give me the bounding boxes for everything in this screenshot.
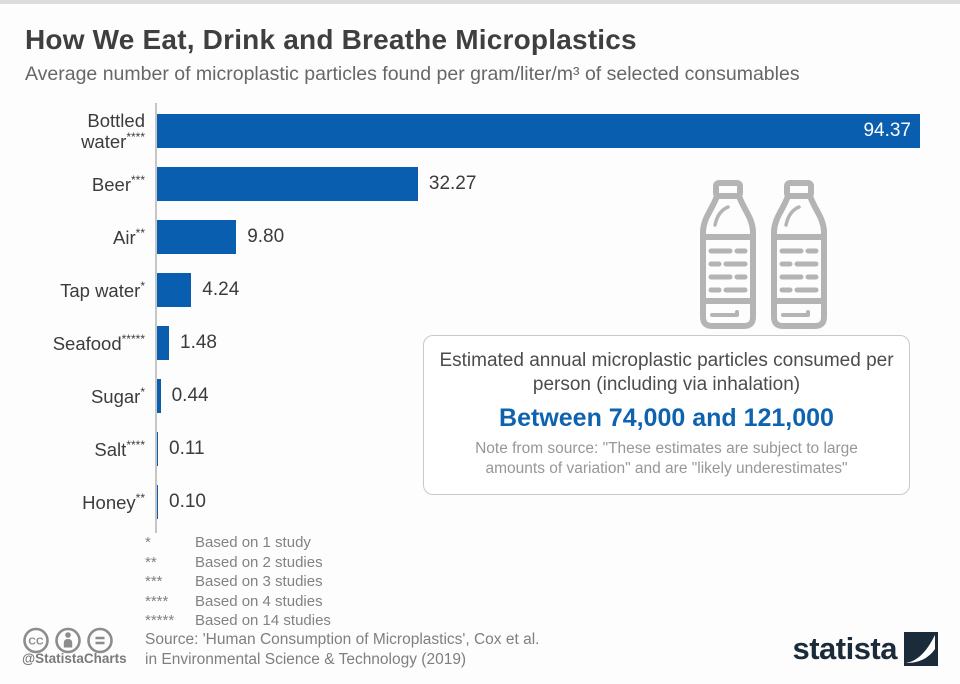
top-border: [0, 0, 960, 4]
category-label: Honey**: [82, 490, 145, 513]
bar[interactable]: [157, 379, 161, 413]
statista-wordmark: statista: [792, 631, 897, 666]
bar[interactable]: [157, 273, 192, 307]
bar-track: 1.48: [157, 326, 960, 360]
bar-value-label: 32.27: [428, 173, 477, 194]
footnote-row: *** Based on 3 studies: [145, 572, 331, 592]
attribution-icon: [55, 627, 81, 654]
footnote-text: Based on 2 studies: [195, 553, 323, 571]
svg-text:CC: CC: [28, 636, 44, 648]
estimate-callout-box: Estimated annual microplastic particles …: [423, 335, 910, 495]
footnote-text: Based on 14 studies: [195, 612, 331, 629]
bar-row: Seafood***** 1.48: [0, 326, 960, 360]
bar[interactable]: [157, 432, 158, 466]
footnote-stars: ***: [145, 573, 163, 590]
study-count-stars: *: [140, 384, 145, 399]
bar[interactable]: [157, 220, 237, 254]
study-count-stars: **: [135, 225, 145, 240]
bar-track: 94.37: [157, 114, 960, 148]
bar-track: 4.24: [157, 273, 960, 307]
study-count-stars: ***: [130, 172, 145, 187]
footnote-row: ***** Based on 14 studies: [145, 611, 331, 631]
bar-value-label: 0.10: [169, 491, 206, 512]
statista-logo-mark: [904, 632, 938, 666]
page-subtitle: Average number of microplastic particles…: [25, 63, 800, 85]
category-label: Sugar*: [90, 384, 145, 407]
study-count-stars: *****: [121, 331, 145, 346]
category-label: Salt****: [94, 437, 145, 460]
statista-logo[interactable]: statista: [792, 632, 938, 666]
footnote-row: * Based on 1 study: [145, 533, 331, 553]
cc-license-icons[interactable]: CC: [22, 627, 118, 655]
chart-axis-line: [155, 103, 157, 533]
bar-value-label: 94.37: [863, 120, 911, 141]
bar-track: 0.44: [157, 379, 960, 413]
bar-value-label: 0.11: [169, 438, 205, 459]
study-count-stars: *: [140, 278, 145, 293]
bar-row: Tap water* 4.24: [0, 273, 960, 307]
bar-track: 0.10: [157, 485, 960, 519]
bar-row: Bottled water**** 94.37: [0, 110, 960, 152]
page-title: How We Eat, Drink and Breathe Microplast…: [25, 24, 637, 55]
bar-row: Salt**** 0.11: [0, 432, 960, 466]
water-bottles-icon: [700, 180, 844, 329]
footnote-text: Based on 1 study: [195, 534, 311, 551]
equal-icon: [87, 627, 113, 654]
bar-track: 0.11: [157, 432, 960, 466]
footnote-stars: ****: [145, 592, 169, 610]
footnote-row: ** Based on 2 studies: [145, 553, 331, 573]
source-line-1: Source: 'Human Consumption of Microplast…: [145, 631, 540, 648]
bar-value-label: 9.80: [247, 226, 285, 247]
study-count-stars: ****: [126, 129, 145, 144]
footnote-text: Based on 4 studies: [195, 592, 323, 610]
category-label: Bottled water****: [81, 110, 145, 152]
footnote-stars: **: [145, 553, 157, 571]
bar-row: Sugar* 0.44: [0, 379, 960, 413]
source-attribution: Source: 'Human Consumption of Microplast…: [145, 630, 539, 669]
callout-highlight-value: Between 74,000 and 121,000: [499, 404, 834, 432]
source-line-2: in Environmental Science & Technology (2…: [145, 650, 467, 668]
footnote-text: Based on 3 studies: [195, 573, 323, 590]
bar-track: 9.80: [157, 220, 960, 254]
bar[interactable]: 94.37: [157, 114, 920, 148]
bar-row: Honey** 0.10: [0, 485, 960, 519]
bar-row: Beer*** 32.27: [0, 167, 960, 201]
statista-charts-handle[interactable]: @StatistaCharts: [22, 651, 127, 666]
bar-value-label: 4.24: [202, 279, 240, 300]
footnote-stars: *: [145, 534, 151, 551]
study-count-stars: ****: [126, 437, 145, 452]
category-label: Beer***: [91, 172, 145, 195]
bar-chart: Bottled water**** 94.37 Beer*** 32.27 Air** 9…: [0, 110, 960, 538]
bar[interactable]: [157, 485, 158, 519]
bar-value-label: 0.44: [171, 385, 209, 406]
bar[interactable]: [157, 167, 418, 201]
category-label: Seafood*****: [52, 331, 145, 354]
bar[interactable]: [157, 326, 169, 360]
callout-source-note: Note from source: "These estimates are s…: [475, 440, 858, 477]
study-count-stars: **: [135, 490, 145, 505]
cc-icon: [23, 627, 49, 654]
bar-value-label: 1.48: [180, 332, 217, 353]
bar-track: 32.27: [157, 167, 960, 201]
footnotes-legend: * Based on 1 study ** Based on 2 studies ***…: [145, 533, 331, 631]
footnote-row: **** Based on 4 studies: [145, 592, 331, 612]
category-label: Air**: [113, 225, 145, 248]
category-label: Tap water*: [60, 278, 145, 301]
footnote-stars: *****: [145, 612, 175, 629]
callout-heading: Estimated annual microplastic particles …: [439, 350, 894, 395]
bar-row: Air** 9.80: [0, 220, 960, 254]
